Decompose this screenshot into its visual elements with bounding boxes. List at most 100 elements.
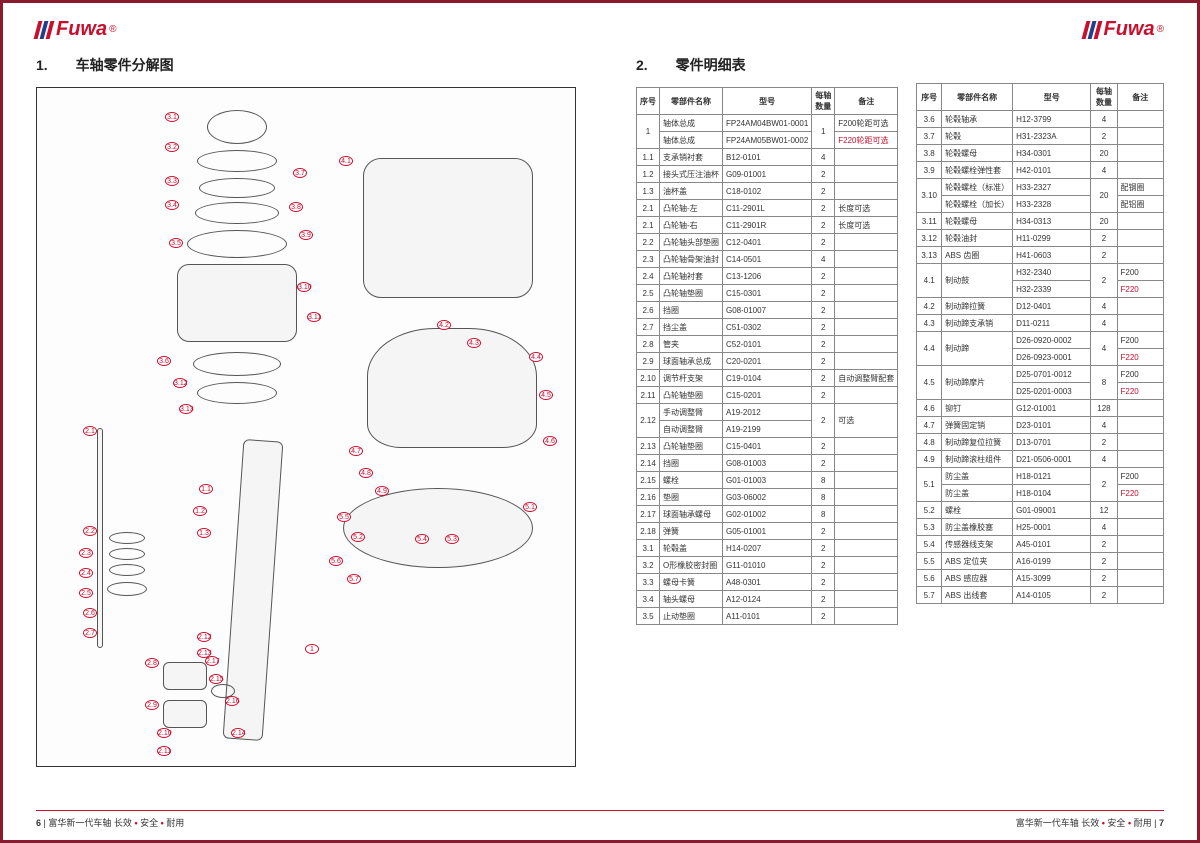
callout-1.2: 1.2 — [193, 506, 207, 516]
cell-seq: 2.10 — [637, 370, 660, 387]
table-row: 3.9轮毂螺栓弹性套H42-01014 — [917, 162, 1164, 179]
section2-title: 2. 零件明细表 — [636, 55, 898, 75]
cell-model: H33-2327 — [1013, 179, 1091, 196]
cell-name: 管夹 — [660, 336, 723, 353]
table-row: 1.3油杯盖C18-01022 — [637, 183, 898, 200]
page-num-right: 7 — [1159, 818, 1164, 828]
cell-name: 轴体总成 — [660, 132, 723, 149]
cell-seq: 2.13 — [637, 438, 660, 455]
cell-name: 轮毂轴承 — [942, 111, 1013, 128]
cell-qty: 2 — [1091, 247, 1117, 264]
cell-seq: 4.2 — [917, 298, 942, 315]
cell-qty: 8 — [812, 472, 835, 489]
table-row: 5.5ABS 定位夹A16-01992 — [917, 553, 1164, 570]
cell-remark — [835, 336, 898, 353]
cell-model: G08-01007 — [723, 302, 812, 319]
cell-model: G02-01002 — [723, 506, 812, 523]
cell-model: A45-0101 — [1013, 536, 1091, 553]
cell-qty: 2 — [1091, 468, 1117, 502]
th-qty: 每轴数量 — [812, 88, 835, 115]
cell-seq: 2.8 — [637, 336, 660, 353]
cell-qty: 2 — [1091, 553, 1117, 570]
cell-remark: 可选 — [835, 404, 898, 438]
cell-model: C15-0301 — [723, 285, 812, 302]
cell-name: 制动蹄摩片 — [942, 366, 1013, 400]
table-row: 3.3螺母卡簧A48-03012 — [637, 574, 898, 591]
section1-title: 1. 车轴零件分解图 — [36, 55, 576, 75]
cell-qty: 4 — [1091, 315, 1117, 332]
cell-qty: 2 — [812, 404, 835, 438]
cell-qty: 2 — [1091, 264, 1117, 298]
cell-name: 垫圈 — [660, 489, 723, 506]
cell-seq: 2.14 — [637, 455, 660, 472]
cell-remark — [835, 591, 898, 608]
table-row: 1.2接头式压注油杯G09-010012 — [637, 166, 898, 183]
table-row: 4.9制动蹄滚柱组件D21-0506-00014 — [917, 451, 1164, 468]
left-column: 1. 车轴零件分解图 3.13.23.33.43.53.63. — [36, 49, 576, 767]
cell-name: ABS 齿圈 — [942, 247, 1013, 264]
cell-seq: 3.10 — [917, 179, 942, 213]
callout-2.2: 2.2 — [83, 526, 97, 536]
callout-3.5: 3.5 — [169, 238, 183, 248]
cell-model: C19-0104 — [723, 370, 812, 387]
table-row: 4.3制动蹄支承销D11-02114 — [917, 315, 1164, 332]
cell-model: H12-3799 — [1013, 111, 1091, 128]
table-row: 4.6铆钉G12-01001128 — [917, 400, 1164, 417]
callout-5.3: 5.3 — [445, 534, 459, 544]
cell-seq: 1.1 — [637, 149, 660, 166]
table-row: 3.13ABS 齿圈H41-06032 — [917, 247, 1164, 264]
cell-qty: 2 — [812, 455, 835, 472]
footer-brand: 富华新一代车轴 — [48, 818, 111, 828]
table-row: 2.18弹簧G05-010012 — [637, 523, 898, 540]
cell-remark — [835, 353, 898, 370]
cell-model: G03-06002 — [723, 489, 812, 506]
cell-remark: 自动调整臂配套 — [835, 370, 898, 387]
cell-model: H18-0121 — [1013, 468, 1091, 485]
cell-model: G05-01001 — [723, 523, 812, 540]
table-row: 1.1支承销衬套B12-01014 — [637, 149, 898, 166]
cell-model: A19-2199 — [723, 421, 812, 438]
table-row: 3.1轮毂盖H14-02072 — [637, 540, 898, 557]
cell-seq: 3.1 — [637, 540, 660, 557]
cell-remark — [1117, 162, 1164, 179]
cell-name: 防尘盖 — [942, 485, 1013, 502]
cell-model: A15-3099 — [1013, 570, 1091, 587]
cell-qty: 2 — [812, 268, 835, 285]
cell-model: A12-0124 — [723, 591, 812, 608]
cell-remark — [835, 319, 898, 336]
cell-remark — [835, 251, 898, 268]
cell-seq: 5.7 — [917, 587, 942, 604]
cell-qty: 2 — [812, 540, 835, 557]
logo-reg: ® — [109, 24, 116, 35]
cell-remark — [835, 234, 898, 251]
cell-seq: 5.3 — [917, 519, 942, 536]
table-row: 2.6挡圈G08-010072 — [637, 302, 898, 319]
cell-qty: 2 — [812, 438, 835, 455]
cell-remark: F200轮距可选 — [835, 115, 898, 132]
cell-model: D11-0211 — [1013, 315, 1091, 332]
cell-remark — [1117, 570, 1164, 587]
logo-stripes-icon — [1081, 21, 1102, 39]
cell-name: ABS 感应器 — [942, 570, 1013, 587]
cell-seq: 2.1 — [637, 200, 660, 217]
cell-seq: 1.2 — [637, 166, 660, 183]
cell-name: 挡圈 — [660, 302, 723, 319]
cell-name: 轮毂螺栓弹性套 — [942, 162, 1013, 179]
cell-seq: 5.2 — [917, 502, 942, 519]
cell-seq: 3.3 — [637, 574, 660, 591]
cell-model: FP24AM04BW01-0001 — [723, 115, 812, 132]
table-row: 2.15螺栓G01-010038 — [637, 472, 898, 489]
section2-text: 零件明细表 — [676, 57, 746, 73]
cell-seq: 2.18 — [637, 523, 660, 540]
footer-s2: 安全 — [140, 818, 158, 828]
cell-name: 轮毂螺母 — [942, 145, 1013, 162]
cell-name: 制动蹄 — [942, 332, 1013, 366]
cell-remark — [1117, 502, 1164, 519]
cell-remark: F220轮距可选 — [835, 132, 898, 149]
section1-text: 车轴零件分解图 — [76, 57, 174, 73]
cell-qty: 20 — [1091, 145, 1117, 162]
cell-name: 弹簧固定销 — [942, 417, 1013, 434]
callout-4.2: 4.2 — [437, 320, 451, 330]
cell-qty: 4 — [1091, 451, 1117, 468]
cell-seq: 1.3 — [637, 183, 660, 200]
